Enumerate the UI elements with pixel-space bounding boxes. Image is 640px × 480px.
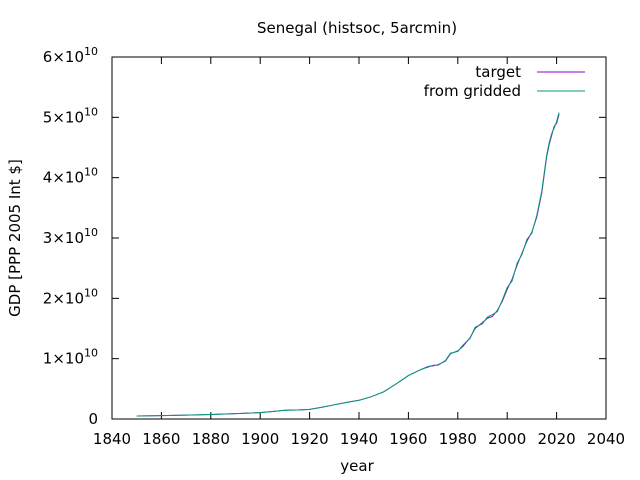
x-tick-label: 1880 <box>192 430 230 448</box>
x-axis-label: year <box>340 457 374 475</box>
series-lines <box>136 112 560 417</box>
plot-border <box>111 56 607 420</box>
y-tick-label: 1×1010 <box>43 347 98 368</box>
y-tick-label: 0 <box>88 410 98 428</box>
y-tick-label: 6×1010 <box>43 45 98 66</box>
x-tick-label: 1920 <box>291 430 329 448</box>
y-tick-label: 2×1010 <box>43 286 98 307</box>
series-line-from-gridded <box>136 112 560 417</box>
legend-label: from gridded <box>424 82 521 100</box>
x-tick-label: 1840 <box>93 430 131 448</box>
x-tick-label: 1980 <box>439 430 477 448</box>
y-axis-label: GDP [PPP 2005 Int $] <box>6 159 24 317</box>
series-line-target <box>136 114 560 417</box>
x-tick-label: 1940 <box>340 430 378 448</box>
x-axis-ticks: 1840 1860 1880 1900 1920 1940 1960 1980 2000 2020… <box>93 57 625 448</box>
x-tick-label: 2020 <box>538 430 576 448</box>
x-tick-label: 1860 <box>142 430 180 448</box>
legend-label: target <box>475 63 521 81</box>
x-tick-label: 1900 <box>241 430 279 448</box>
x-tick-label: 2040 <box>587 430 625 448</box>
chart-title: Senegal (histsoc, 5arcmin) <box>257 19 457 37</box>
x-tick-label: 1960 <box>389 430 427 448</box>
y-tick-label: 4×1010 <box>43 166 98 187</box>
y-tick-label: 5×1010 <box>43 105 98 126</box>
x-tick-label: 2000 <box>488 430 526 448</box>
y-axis-ticks: 0 1×1010 2×1010 3×1010 4×1010 5×1010 6×1010 <box>43 45 606 428</box>
y-tick-label: 3×1010 <box>43 226 98 247</box>
